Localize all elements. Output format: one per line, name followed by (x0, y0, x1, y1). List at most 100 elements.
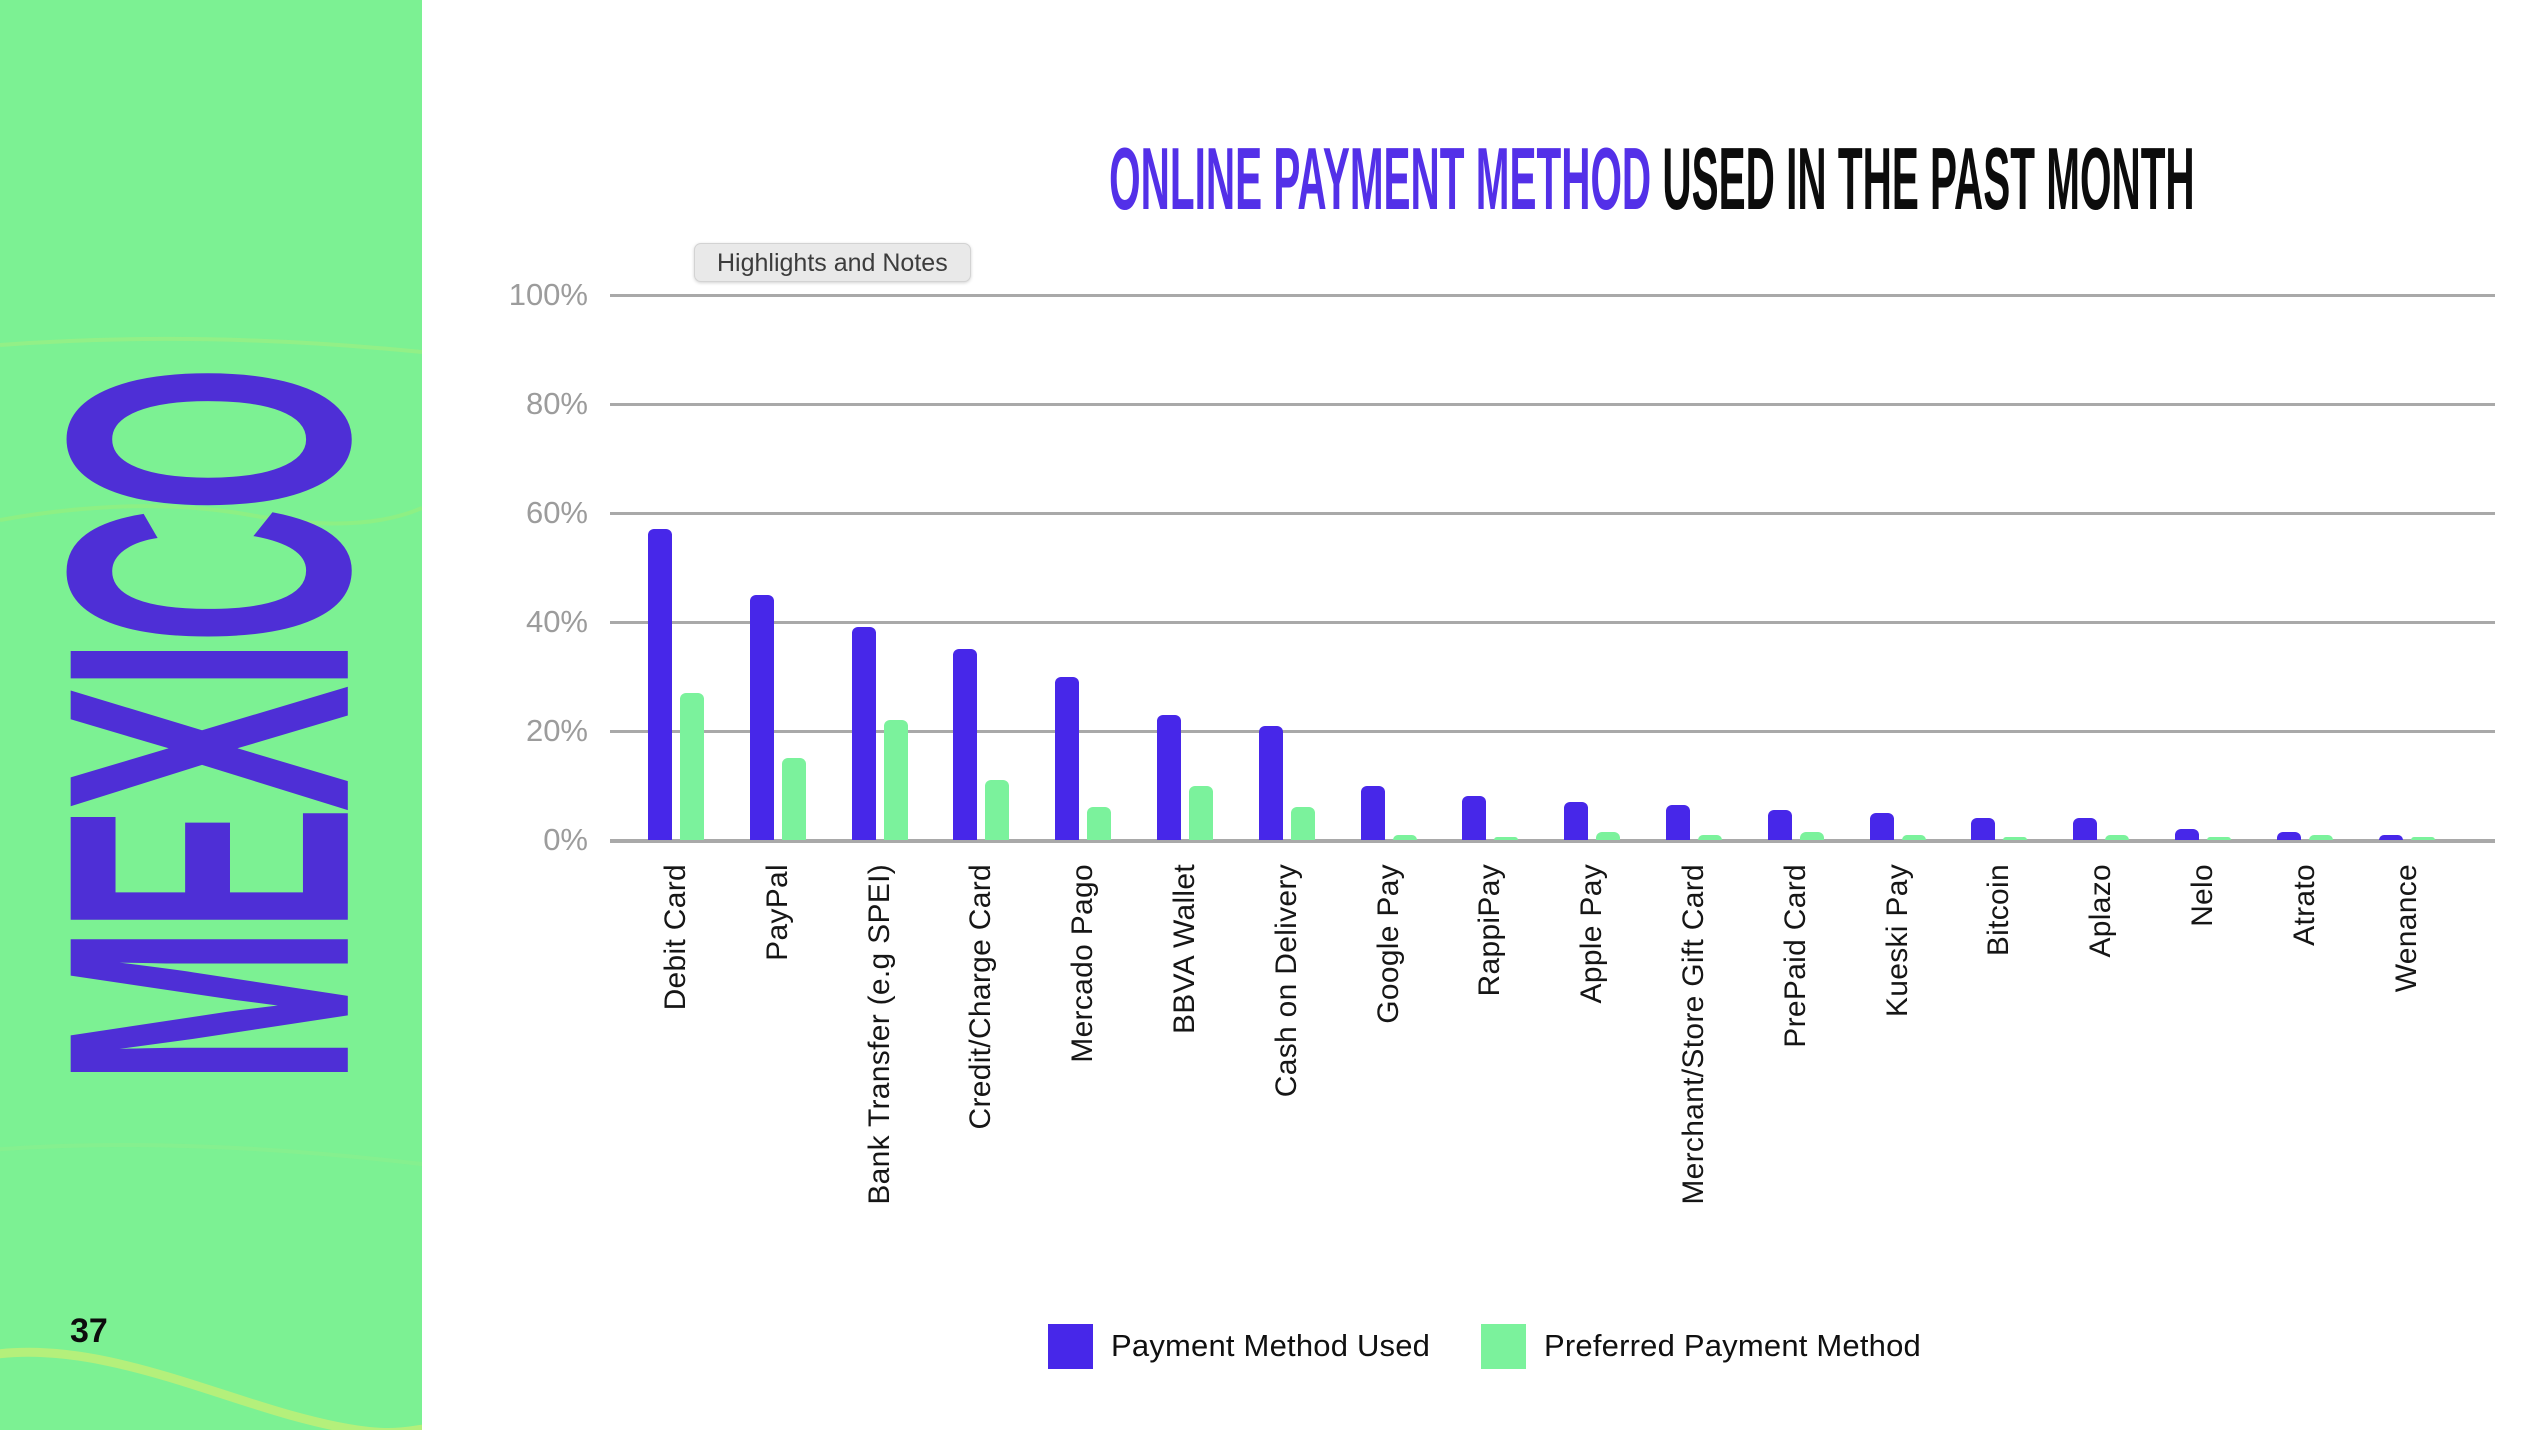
bar-used (2378, 834, 2403, 840)
bar-group (2073, 818, 2130, 840)
y-tick-label: 60% (525, 495, 588, 530)
bar-used (2276, 831, 2301, 840)
bar-preferred (1494, 837, 1519, 840)
bar-preferred (1087, 807, 1112, 840)
bar-used (1869, 812, 1894, 840)
bar-used (851, 627, 876, 840)
bar-preferred (1799, 831, 1824, 840)
legend-swatch-preferred (1481, 1323, 1526, 1369)
bar-used (1055, 676, 1080, 840)
bar-used (1258, 725, 1283, 840)
x-category-label: BBVA Wallet (1168, 864, 1201, 1035)
x-category-label: Nelo (2186, 864, 2219, 927)
bar-group (851, 627, 908, 840)
x-category-label: Bank Transfer (e.g SPEI) (862, 864, 896, 1205)
wave-texture (0, 0, 422, 1430)
bar-preferred (1901, 834, 1926, 840)
sidebar: MEXICO 37 (0, 0, 422, 1430)
legend-label: Preferred Payment Method (1544, 1328, 1921, 1363)
title-wrap: ONLINE PAYMENT METHOD USED IN THE PAST M… (472, 128, 2540, 230)
bar-group (749, 594, 806, 840)
bar-used (953, 649, 978, 840)
x-category-label: Merchant/Store Gift Card (1677, 864, 1710, 1205)
y-tick-label: 20% (525, 713, 588, 748)
bar-group (648, 529, 704, 840)
x-category-label: RappiPay (1473, 864, 1507, 997)
bar-preferred (1189, 785, 1213, 840)
bar-preferred (680, 692, 704, 840)
bar-used (1971, 818, 1996, 840)
y-tick-label: 100% (508, 277, 588, 312)
legend-swatch-used (1048, 1323, 1093, 1369)
y-tick-label: 0% (543, 822, 588, 857)
bar-group (1767, 810, 1824, 840)
x-category-label: Aplazo (2084, 864, 2118, 958)
gridline (610, 512, 2495, 515)
legend-label: Payment Method Used (1111, 1328, 1431, 1363)
bar-group (2378, 834, 2435, 840)
x-category-label: Atrato (2287, 864, 2321, 946)
bar-group (2175, 829, 2231, 840)
bar-preferred (2308, 834, 2333, 840)
bar-group (2276, 831, 2333, 840)
bar-preferred (781, 758, 806, 840)
bar-used (1666, 804, 1690, 840)
bar-preferred (2207, 837, 2231, 840)
legend-item: Payment Method Used (1048, 1323, 1430, 1369)
bar-used (1767, 810, 1792, 840)
title-rest: USED IN THE PAST MONTH (1651, 129, 2195, 228)
bar-preferred (1596, 831, 1621, 840)
bar-preferred (2003, 837, 2028, 840)
bar-group (953, 649, 1010, 840)
bar-preferred (1698, 834, 1722, 840)
x-category-label: Debit Card (659, 864, 692, 1011)
x-category-label: Wenance (2389, 864, 2423, 993)
y-tick-label: 80% (525, 386, 588, 421)
bar-preferred (2105, 834, 2130, 840)
bar-preferred (1392, 834, 1417, 840)
bar-used (749, 594, 774, 840)
x-axis-line (610, 839, 2495, 843)
bar-preferred (985, 780, 1010, 840)
x-category-label: Credit/Charge Card (964, 864, 998, 1130)
x-category-label: Mercado Pago (1066, 864, 1100, 1063)
bar-group (1258, 725, 1315, 840)
bar-group (1971, 818, 2028, 840)
x-category-label: PayPal (760, 864, 794, 961)
bar-used (2073, 818, 2098, 840)
bar-group (1157, 714, 1213, 840)
y-tick-label: 40% (525, 604, 588, 639)
bar-used (1564, 801, 1589, 840)
bar-group (1666, 804, 1722, 840)
highlights-notes-chip[interactable]: Highlights and Notes (694, 243, 971, 282)
gridline (610, 403, 2495, 406)
x-category-label: Kueski Pay (1880, 864, 1914, 1018)
page-number: 37 (70, 1312, 108, 1350)
x-category-label: PrePaid Card (1778, 864, 1812, 1048)
bar-used (1462, 796, 1487, 840)
bar-group (1564, 801, 1621, 840)
page-title: ONLINE PAYMENT METHOD USED IN THE PAST M… (1109, 128, 2195, 230)
bar-preferred (2410, 837, 2435, 840)
sidebar-background (0, 0, 422, 1430)
gridline (610, 730, 2495, 733)
bar-group (1055, 676, 1112, 840)
gridline (610, 294, 2495, 297)
bar-used (648, 529, 672, 840)
x-category-label: Cash on Delivery (1269, 864, 1303, 1098)
x-category-label: Google Pay (1371, 864, 1405, 1024)
title-highlight: ONLINE PAYMENT METHOD (1109, 129, 1652, 228)
bar-used (1157, 714, 1181, 840)
legend-item: Preferred Payment Method (1481, 1323, 1921, 1369)
gridline (610, 621, 2495, 624)
x-category-label: Apple Pay (1575, 864, 1609, 1004)
bar-preferred (1290, 807, 1315, 840)
bar-preferred (883, 720, 908, 840)
bar-group (1462, 796, 1519, 840)
bar-used (1360, 785, 1385, 840)
bar-used (2175, 829, 2199, 840)
x-category-label: Bitcoin (1982, 864, 2016, 957)
bar-group (1360, 785, 1417, 840)
bar-group (1869, 812, 1926, 840)
